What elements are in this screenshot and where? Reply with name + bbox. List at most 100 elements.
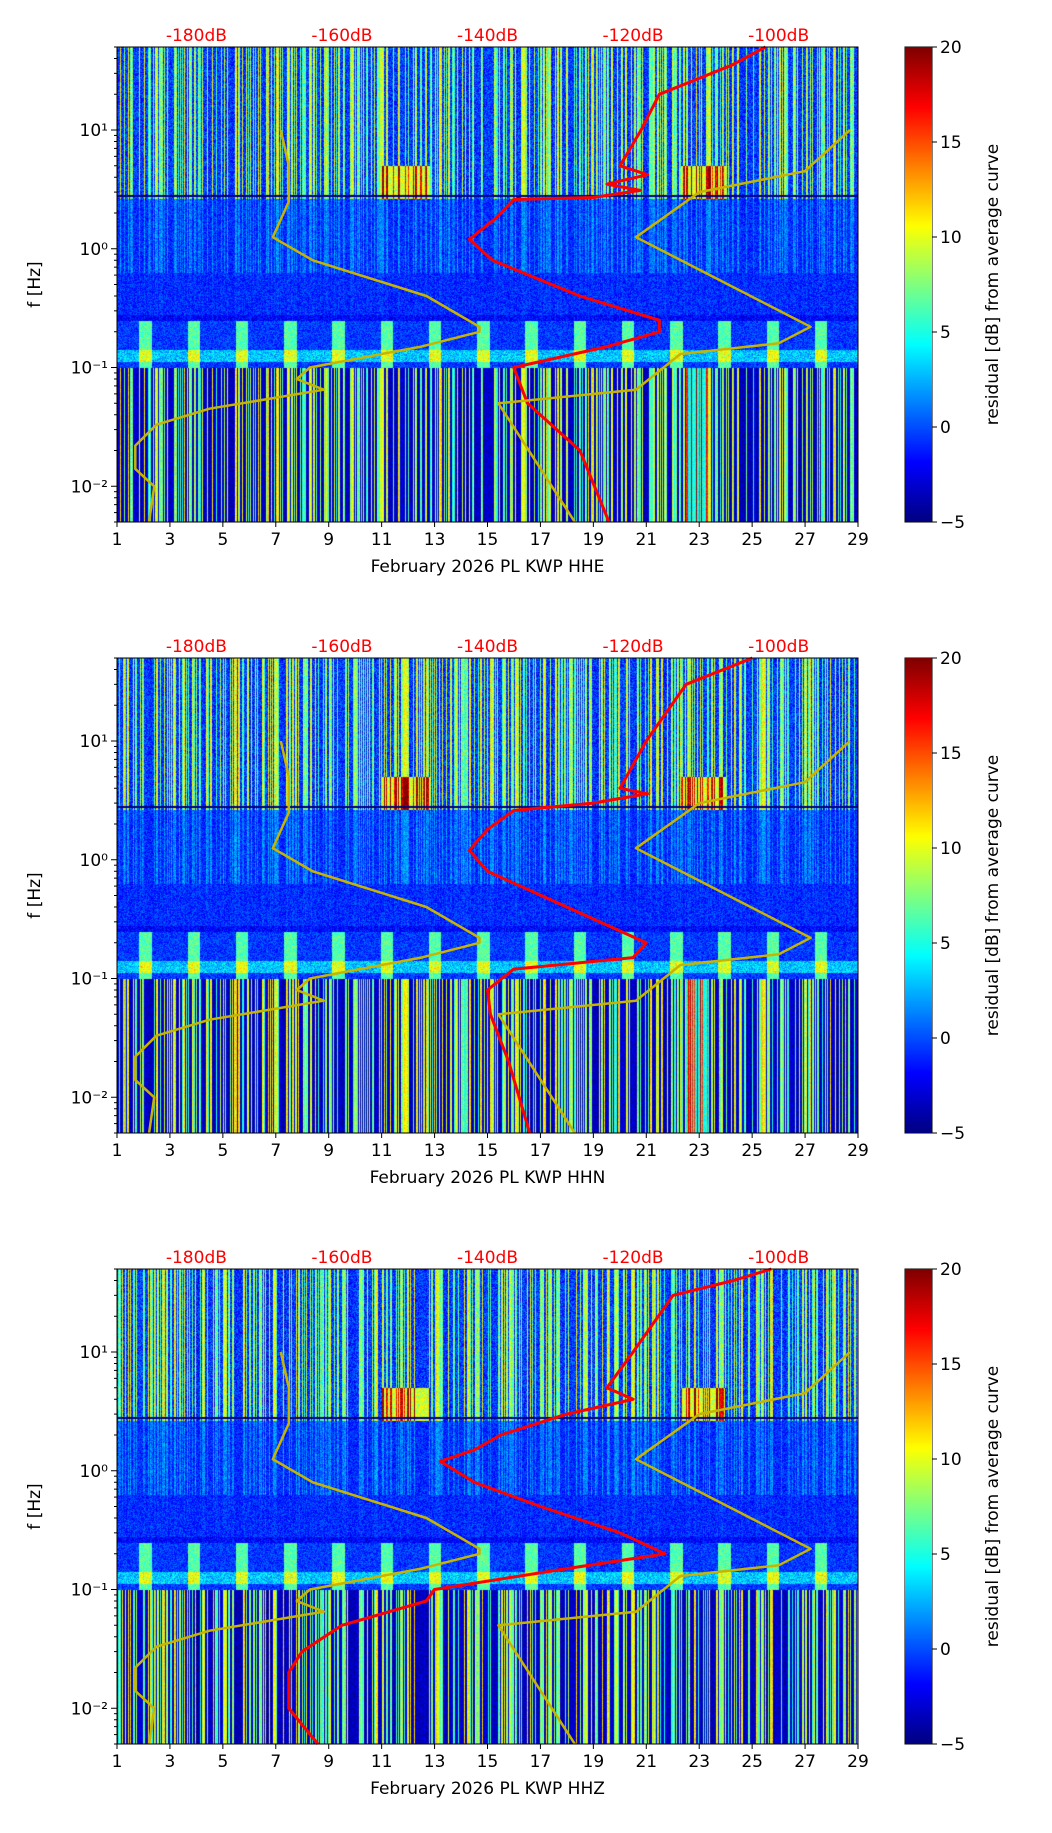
nhnm-line	[497, 129, 851, 523]
top-db-label: -140dB	[457, 26, 518, 46]
y-tick-label: 10⁻²	[71, 1699, 108, 1719]
y-tick-label: 10¹	[80, 121, 108, 141]
y-tick-label: 10⁻²	[71, 477, 108, 497]
x-tick-label: 29	[847, 1752, 869, 1772]
colorbar-tick-label: −5	[940, 1124, 965, 1144]
x-tick-label: 19	[583, 1752, 605, 1772]
median-psd-line	[467, 656, 753, 1134]
x-tick-label: 11	[371, 530, 393, 550]
y-tick-label: 10⁻²	[71, 1088, 108, 1108]
x-tick-label: 7	[270, 530, 281, 550]
colorbar-tick-label: 10	[940, 228, 962, 248]
top-db-label: -160dB	[311, 26, 372, 46]
x-tick-label: 13	[424, 530, 446, 550]
x-tick-label: 23	[688, 1752, 710, 1772]
x-tick-label: 15	[477, 530, 499, 550]
spectrogram-panel-hhn: 1 3 5 7 9 11 13 15 17 19 21 23 25 27 29 10⁻² 10⁻¹ 10⁰ 10¹ -…	[0, 611, 1052, 1222]
y-tick-label: 10¹	[80, 1343, 108, 1363]
x-tick-label: 25	[741, 1141, 763, 1161]
colorbar-label: residual [dB] from average curve	[983, 755, 1003, 1036]
nlnm-line	[134, 1351, 481, 1745]
y-axis-label: f [Hz]	[25, 261, 45, 307]
top-db-label: -120dB	[603, 26, 664, 46]
x-tick-label: 15	[477, 1752, 499, 1772]
colorbar-tick-label: 20	[940, 649, 962, 669]
colorbar-tick-label: 15	[940, 133, 962, 153]
y-axis-label: f [Hz]	[25, 872, 45, 918]
x-tick-label: 3	[165, 1141, 176, 1161]
x-tick-label: 5	[217, 1141, 228, 1161]
x-tick-label: 3	[165, 1752, 176, 1772]
x-tick-label: 23	[688, 1141, 710, 1161]
x-tick-label: 17	[530, 530, 552, 550]
x-axis-label: February 2026 PL KWP HHE	[371, 557, 605, 577]
x-tick-label: 7	[270, 1752, 281, 1772]
x-tick-label: 1	[112, 530, 123, 550]
x-tick-label: 25	[741, 1752, 763, 1772]
spectrogram-heatmap	[117, 1269, 858, 1744]
y-axis-label: f [Hz]	[25, 1483, 45, 1529]
nlnm-line	[134, 740, 481, 1134]
top-db-label: -160dB	[311, 1248, 372, 1268]
colorbar-tick-label: 5	[940, 323, 951, 343]
colorbar-tick-label: 15	[940, 744, 962, 764]
x-tick-label: 27	[794, 1141, 816, 1161]
chart-overlay: 1 3 5 7 9 11 13 15 17 19 21 23 25 27 2910⁻²10⁻¹10⁰10¹-…	[25, 1248, 1003, 1799]
colorbar-tick-label: 5	[940, 934, 951, 954]
x-tick-label: 15	[477, 1141, 499, 1161]
colorbar	[905, 47, 932, 522]
top-db-label: -120dB	[603, 1248, 664, 1268]
top-db-label: -100dB	[748, 1248, 809, 1268]
x-tick-label: 17	[530, 1141, 552, 1161]
top-db-label: -180dB	[166, 26, 227, 46]
colorbar-tick-label: 0	[940, 1029, 951, 1049]
nhnm-line	[497, 1351, 851, 1745]
x-tick-label: 1	[112, 1141, 123, 1161]
x-tick-label: 9	[323, 1752, 334, 1772]
colorbar-tick-label: 0	[940, 418, 951, 438]
x-tick-label: 29	[847, 1141, 869, 1161]
x-tick-label: 21	[635, 1752, 657, 1772]
x-tick-label: 11	[371, 1752, 393, 1772]
colorbar	[905, 1269, 932, 1744]
nhnm-line	[497, 740, 851, 1134]
colorbar-tick-label: 0	[940, 1640, 951, 1660]
top-db-label: -100dB	[748, 637, 809, 657]
x-tick-label: 23	[688, 530, 710, 550]
x-tick-label: 3	[165, 530, 176, 550]
colorbar-label: residual [dB] from average curve	[983, 144, 1003, 425]
spectrogram-heatmap	[117, 47, 858, 522]
colorbar-tick-label: 10	[940, 1450, 962, 1470]
x-tick-label: 11	[371, 1141, 393, 1161]
y-tick-label: 10¹	[80, 732, 108, 752]
chart-overlay: 1 3 5 7 9 11 13 15 17 19 21 23 25 27 2910⁻²10⁻¹10⁰10¹-…	[25, 26, 1003, 577]
x-tick-label: 9	[323, 530, 334, 550]
top-db-label: -120dB	[603, 637, 664, 657]
spectrogram-panel-hhz: 1 3 5 7 9 11 13 15 17 19 21 23 25 27 29 10⁻² 10⁻¹ 10⁰ 10¹ -…	[0, 1222, 1052, 1833]
median-psd-line	[287, 1267, 772, 1745]
x-tick-label: 13	[424, 1141, 446, 1161]
x-tick-label: 29	[847, 530, 869, 550]
x-axis-label: February 2026 PL KWP HHZ	[370, 1779, 605, 1799]
y-tick-label: 10⁰	[80, 851, 109, 871]
x-tick-label: 9	[323, 1141, 334, 1161]
colorbar-tick-label: 20	[940, 38, 962, 58]
colorbar-tick-label: −5	[940, 513, 965, 533]
x-tick-label: 27	[794, 1752, 816, 1772]
top-db-label: -140dB	[457, 637, 518, 657]
plot-frame	[116, 1268, 859, 1745]
nlnm-line	[134, 129, 481, 523]
colorbar-tick-label: 20	[940, 1260, 962, 1280]
top-db-label: -100dB	[748, 26, 809, 46]
colorbar	[905, 658, 932, 1133]
x-tick-label: 21	[635, 530, 657, 550]
plot-frame	[116, 657, 859, 1134]
colorbar-tick-label: 5	[940, 1545, 951, 1565]
x-tick-label: 5	[217, 530, 228, 550]
top-db-label: -160dB	[311, 637, 372, 657]
top-db-label: -180dB	[166, 637, 227, 657]
y-tick-label: 10⁻¹	[71, 1581, 108, 1601]
spectrogram-panel-hhe: 1 3 5 7 9 11 13 15 17 19 21 23 25 27 29 10⁻² 10⁻¹ 10⁰ 10¹ -…	[0, 0, 1052, 611]
y-tick-label: 10⁻¹	[71, 970, 108, 990]
y-tick-label: 10⁰	[80, 1462, 109, 1482]
